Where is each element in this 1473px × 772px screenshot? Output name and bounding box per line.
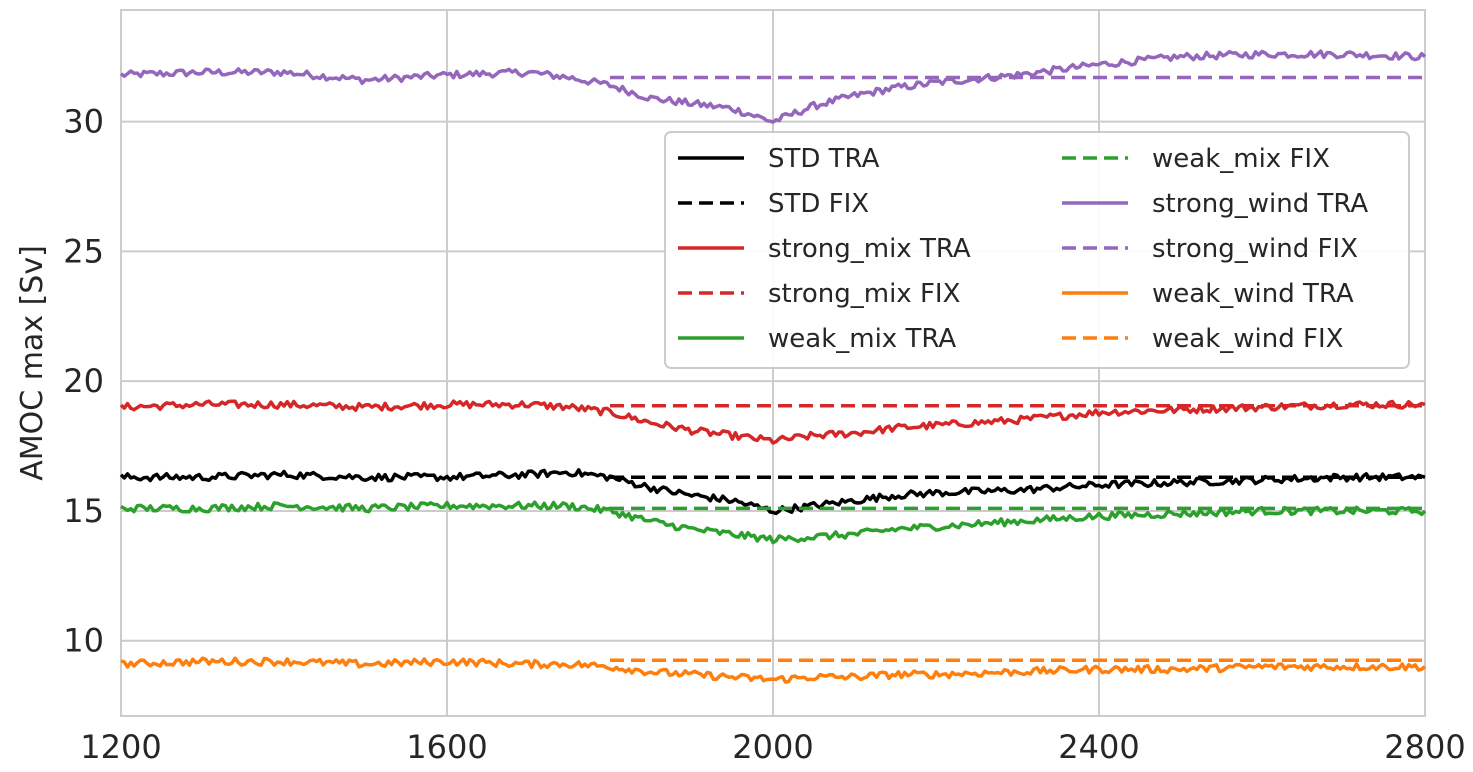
y-tick-label: 10 (63, 622, 104, 660)
legend-label: strong_wind TRA (1152, 189, 1368, 219)
legend-label: strong_mix FIX (768, 279, 960, 309)
legend-box (664, 131, 1410, 369)
legend-label: STD TRA (768, 144, 880, 174)
x-tick-label: 2400 (1058, 728, 1139, 766)
tick-labels: 1200 1600 2000 2400 2800 10 15 20 25 30 (63, 103, 1465, 766)
x-tick-label: 2000 (732, 728, 813, 766)
legend: STD TRA STD FIX strong_mix TRA strong_mix F… (664, 131, 1410, 369)
legend-label: weak_mix FIX (1152, 144, 1330, 174)
legend-label: weak_wind FIX (1152, 324, 1343, 354)
x-tick-label: 1600 (406, 728, 487, 766)
y-tick-label: 20 (63, 362, 104, 400)
y-tick-label: 15 (63, 492, 104, 530)
legend-label: weak_mix TRA (768, 324, 956, 354)
y-tick-label: 25 (63, 232, 104, 270)
series-group (119, 49, 1427, 684)
plot-frame (120, 9, 1426, 717)
x-tick-label: 2800 (1384, 728, 1465, 766)
series-line-strong-mix-tra (119, 399, 1426, 445)
y-axis-label: AMOC max [Sv] (15, 245, 50, 481)
series-line-weak-wind-tra (120, 656, 1427, 684)
series-line-weak-mix-tra (120, 500, 1427, 545)
series-line-std-tra (119, 468, 1426, 516)
legend-label: strong_mix TRA (768, 234, 971, 264)
series-line-strong-wind-tra (119, 49, 1427, 124)
x-tick-label: 1200 (80, 728, 161, 766)
legend-label: weak_wind TRA (1152, 279, 1354, 309)
legend-label: STD FIX (768, 189, 869, 219)
legend-label: strong_wind FIX (1152, 234, 1358, 264)
y-tick-label: 30 (63, 103, 104, 141)
